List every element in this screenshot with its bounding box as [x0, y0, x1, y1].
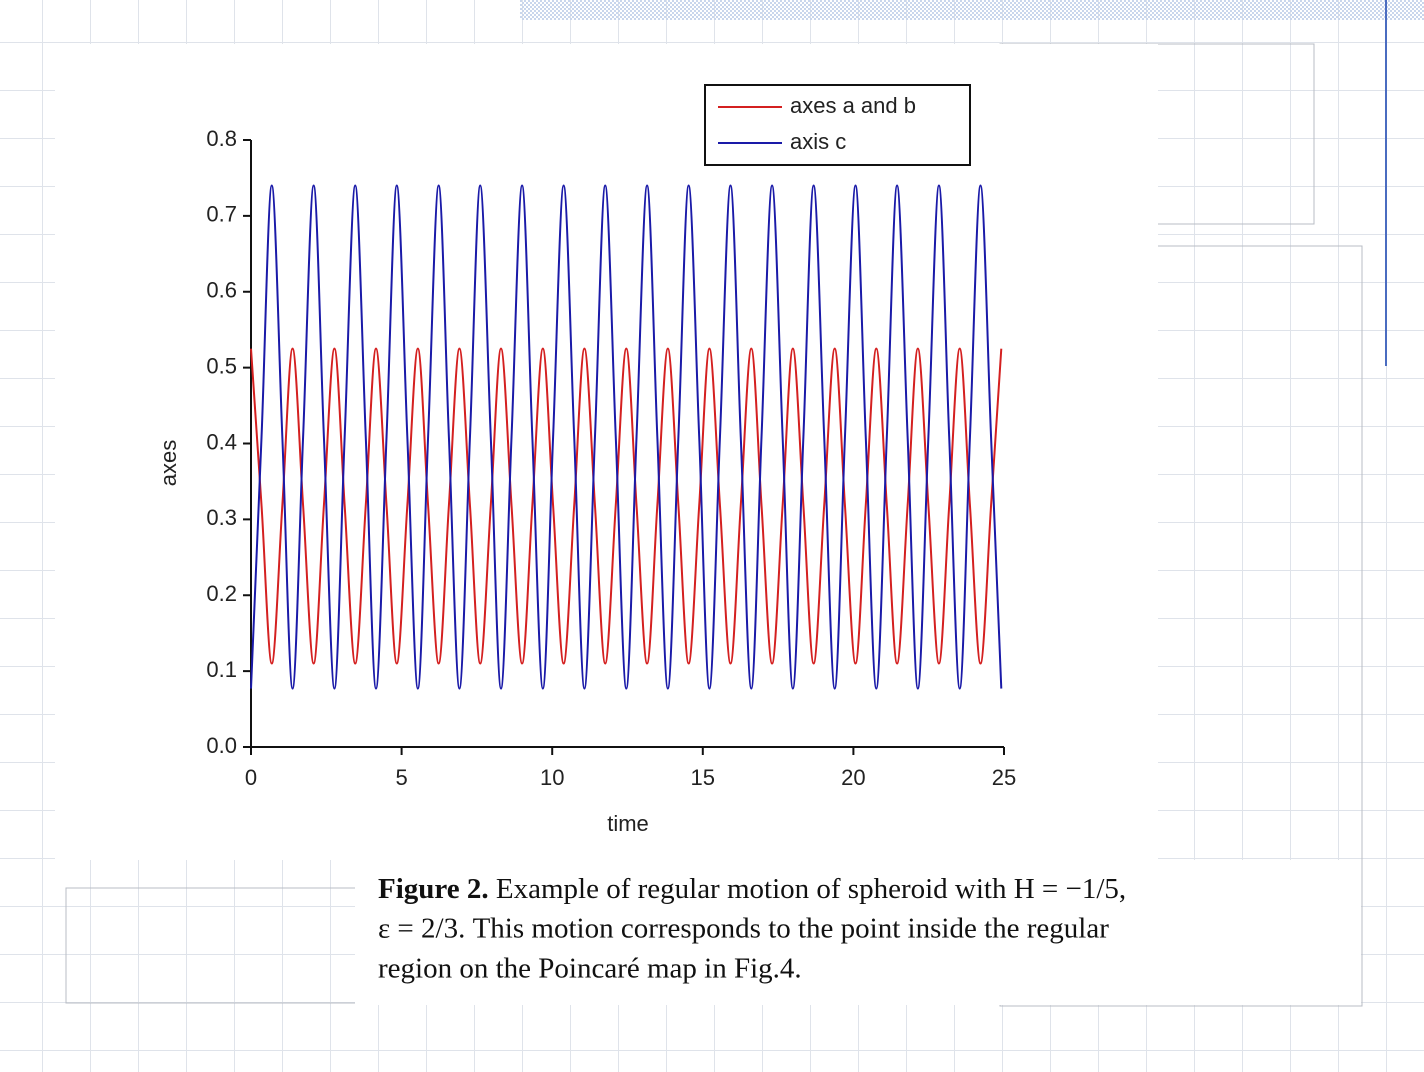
y-tick-label: 0.3 [206, 505, 237, 530]
data-line [250, 347, 1003, 665]
y-tick-label: 0.6 [206, 278, 237, 303]
y-tick-label: 0.8 [206, 126, 237, 151]
top-band [520, 0, 1424, 20]
y-axis-title: axes [156, 440, 181, 486]
caption-line: Figure 2. Example of regular motion of s… [378, 873, 1126, 905]
legend-label: axis c [790, 129, 846, 154]
caption-text: Example of regular motion of spheroid wi… [496, 873, 1126, 905]
caption-label: Figure 2. [378, 873, 489, 905]
legend-label: axes a and b [790, 93, 916, 118]
x-tick-label: 25 [992, 765, 1016, 790]
plot: 0.0 0.1 0.2 0.3 0.4 0.5 0.6 0.7 0.8 0 5 10 15 20 25 axe… [206, 84, 1016, 790]
frame [65, 887, 367, 1004]
caption-text: ε = 2/3. This motion corresponds to the … [378, 913, 1109, 945]
x-tick-label: 5 [395, 765, 407, 790]
y-tick-label: 0.1 [206, 657, 237, 682]
legend-box [704, 84, 971, 166]
x-tick-label: 10 [540, 765, 564, 790]
caption-text: region on the Poincaré map in Fig.4. [378, 953, 802, 985]
figure-panel [55, 44, 1158, 860]
x-tick-label: 0 [245, 765, 257, 790]
data-line [250, 184, 1003, 690]
x-axis-title: time [607, 811, 649, 836]
y-tick-label: 0.7 [206, 202, 237, 227]
y-tick-label: 0.5 [206, 353, 237, 378]
caption-panel [355, 860, 1361, 1005]
y-tick-label: 0.4 [206, 429, 237, 454]
y-tick-label: 0.0 [206, 733, 237, 758]
y-tick-label: 0.2 [206, 581, 237, 606]
x-tick-label: 20 [841, 765, 865, 790]
x-tick-label: 15 [691, 765, 715, 790]
